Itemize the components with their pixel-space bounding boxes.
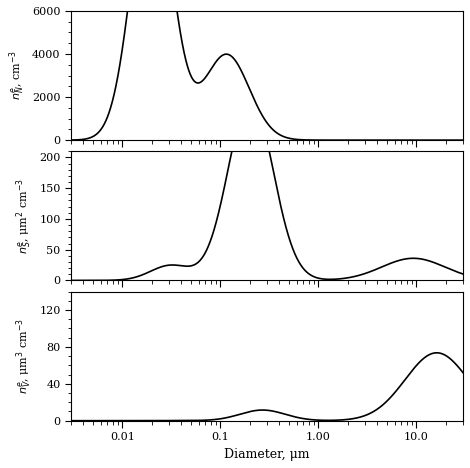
X-axis label: Diameter, μm: Diameter, μm [224, 448, 310, 461]
Y-axis label: $n_N^e$, cm$^{-3}$: $n_N^e$, cm$^{-3}$ [7, 51, 26, 101]
Y-axis label: $n_S^e$, μm$^2$ cm$^{-3}$: $n_S^e$, μm$^2$ cm$^{-3}$ [14, 178, 34, 254]
Y-axis label: $n_V^e$, μm$^3$ cm$^{-3}$: $n_V^e$, μm$^3$ cm$^{-3}$ [14, 318, 34, 394]
